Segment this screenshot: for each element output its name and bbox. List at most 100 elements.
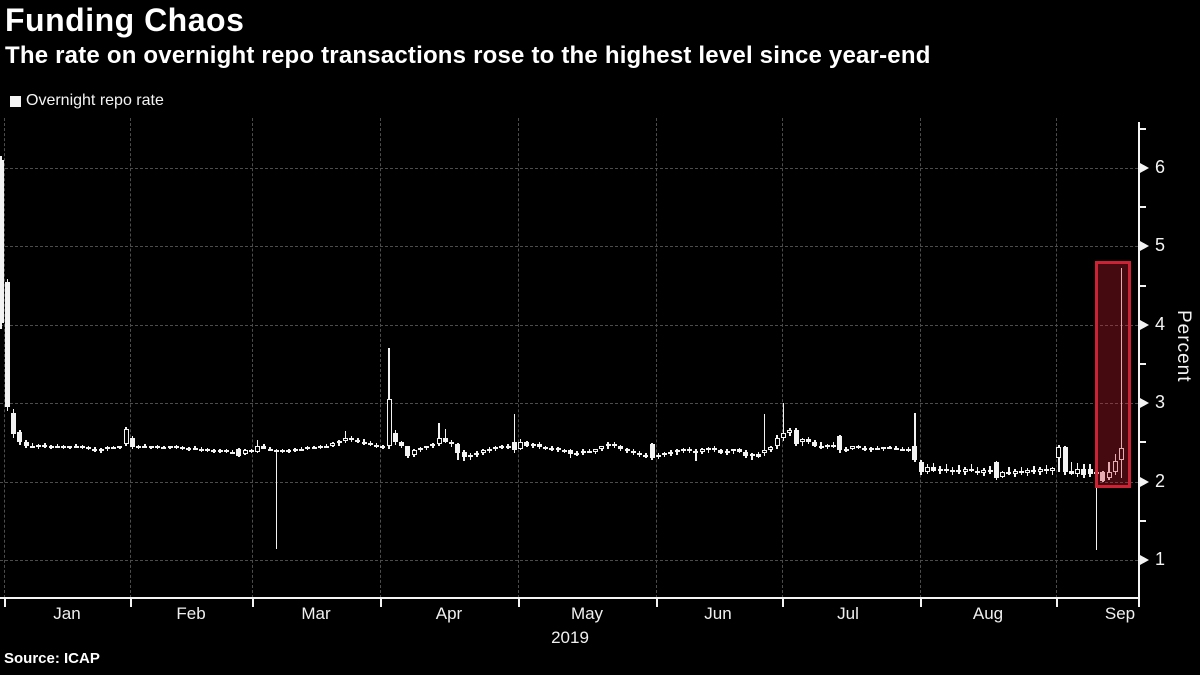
candle-body: [687, 448, 693, 452]
candle-body: [837, 436, 843, 451]
candle-wick: [444, 429, 447, 444]
candle-body: [449, 441, 455, 444]
candle-wick: [695, 448, 697, 462]
gridline-v: [518, 118, 519, 598]
candle-body: [211, 450, 217, 453]
y-axis-major-tick: [1140, 476, 1149, 487]
x-axis-tick: [1056, 599, 1058, 607]
candle-body: [1112, 461, 1118, 473]
candle-body: [286, 450, 292, 453]
candle-body: [630, 451, 636, 454]
y-axis-minor-tick: [1140, 441, 1146, 444]
candle-body: [1031, 469, 1037, 473]
candle-body: [762, 450, 768, 454]
candle-body: [737, 449, 743, 452]
candle-body: [586, 451, 592, 454]
y-axis-tick-label: 2: [1155, 470, 1166, 491]
candle-wick: [958, 465, 960, 474]
gridline-h: [0, 560, 1138, 561]
candle-wick: [782, 403, 785, 441]
candle-body: [392, 432, 398, 443]
x-axis-month-label: Sep: [1104, 604, 1136, 623]
candle-wick: [1070, 462, 1073, 476]
candle-wick: [388, 348, 390, 449]
candle-wick: [513, 414, 516, 454]
candle-body: [461, 451, 467, 458]
candle-body: [536, 443, 542, 448]
candle-wick: [1008, 467, 1010, 476]
candle-body: [155, 446, 160, 449]
candle-body: [1006, 472, 1012, 475]
candle-body: [255, 445, 261, 452]
candle-body: [223, 450, 229, 453]
candle-body: [1025, 469, 1031, 473]
gridline-h: [0, 168, 1138, 169]
candle-body: [743, 451, 749, 456]
y-axis-minor-tick: [1140, 206, 1146, 209]
candle-wick: [438, 422, 440, 446]
candle-body: [793, 429, 799, 444]
y-axis-tick-label: 6: [1155, 157, 1166, 177]
gridline-h: [0, 246, 1138, 248]
candle-body: [104, 447, 110, 450]
x-axis-tick: [518, 599, 520, 607]
gridline-v: [656, 118, 657, 598]
candle-body: [881, 447, 887, 450]
candle-body: [405, 446, 411, 456]
candle-body: [411, 450, 417, 455]
candle-body: [950, 469, 956, 472]
page-title: Funding Chaos: [5, 2, 245, 38]
candle-body: [386, 399, 392, 447]
candle-body: [755, 454, 761, 457]
candle-body: [380, 446, 386, 449]
candle-body: [1018, 470, 1024, 473]
x-axis-tick: [656, 599, 658, 607]
candle-body: [749, 454, 755, 457]
gridline-h: [0, 324, 1138, 326]
candle-wick: [989, 465, 991, 474]
candle-body: [474, 452, 480, 455]
y-axis-major-tick: [1140, 398, 1149, 409]
candle-body: [906, 448, 912, 451]
candle-body: [1119, 447, 1125, 460]
candle-body: [424, 446, 430, 449]
candle-body: [580, 451, 586, 454]
x-axis-month-label: Apr: [435, 604, 463, 623]
candle-body: [924, 467, 930, 473]
candle-wick: [763, 414, 766, 456]
candle-body: [1043, 469, 1049, 472]
gridline-v: [4, 118, 5, 598]
candle-body: [23, 442, 29, 446]
candle-body: [399, 442, 405, 447]
y-axis-major-tick: [1140, 319, 1149, 330]
x-axis-tick: [1138, 599, 1140, 607]
candle-body: [136, 445, 142, 448]
candle-body: [123, 429, 129, 444]
candle-body: [186, 447, 192, 450]
candle-body: [0, 160, 4, 324]
y-axis-minor-tick: [1140, 127, 1146, 130]
candle-body: [674, 450, 680, 453]
candle-wick: [1108, 462, 1110, 481]
candle-body: [781, 432, 786, 439]
gridline-h: [0, 403, 1138, 405]
candle-body: [54, 445, 60, 448]
x-axis-line: [0, 597, 1140, 599]
candle-wick: [1120, 268, 1123, 478]
x-axis-month-label: Jun: [704, 604, 732, 623]
candle-body: [831, 444, 837, 447]
candle-body: [1087, 469, 1093, 474]
candle-body: [799, 439, 805, 443]
candle-body: [611, 443, 617, 447]
candle-body: [511, 442, 517, 451]
candle-body: [180, 447, 186, 450]
chart-subtitle: The rate on overnight repo transactions …: [5, 42, 931, 69]
y-axis-tick-label: 4: [1155, 313, 1166, 334]
y-axis-major-tick: [1140, 241, 1149, 252]
candle-body: [148, 446, 154, 449]
x-axis-tick: [920, 599, 922, 607]
x-axis-month-label: Jan: [53, 604, 81, 623]
x-axis-tick: [782, 599, 784, 607]
candle-body: [129, 437, 135, 448]
